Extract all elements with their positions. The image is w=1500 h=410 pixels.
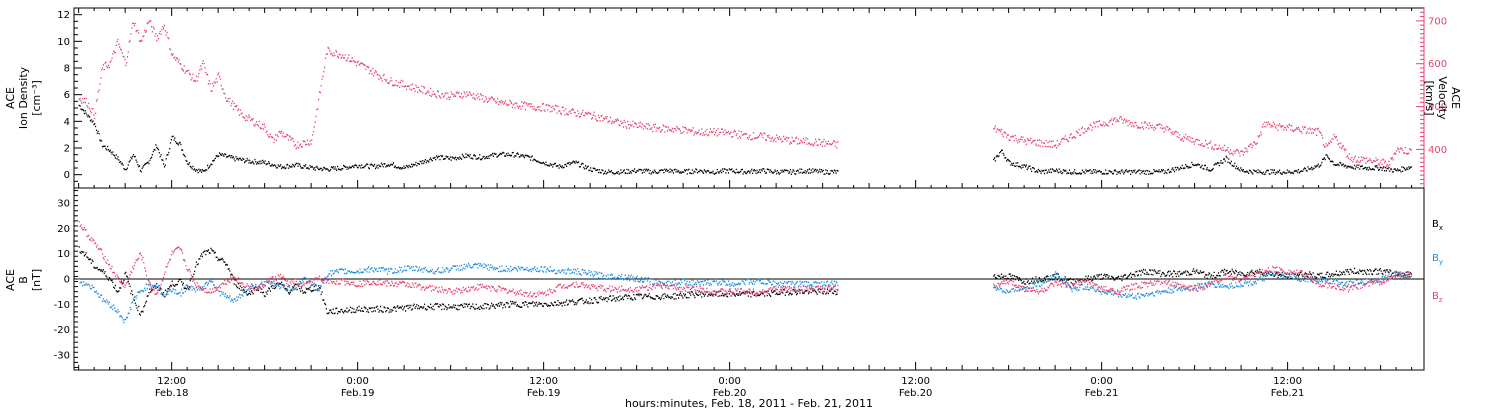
velocity-series — [78, 20, 1412, 167]
ion-density-series — [78, 104, 1412, 175]
velocity-y-tick-label: 500 — [1428, 102, 1447, 113]
legend-bz: Bz — [1432, 291, 1443, 304]
x-tick-time-label: 12:00 — [1273, 376, 1302, 387]
density-y-tick-label: 12 — [57, 10, 70, 21]
legend-by: By — [1432, 253, 1443, 266]
x-axis-title: hours:minutes, Feb. 18, 2011 - Feb. 21, … — [625, 397, 873, 410]
density-y-tick-label: 0 — [64, 170, 70, 181]
x-tick-date-label: Feb.19 — [527, 388, 561, 399]
x-tick-time-label: 12:00 — [157, 376, 186, 387]
bottom-panel: -30 -20 -10 0 10 20 30 ACE B [nT] Bx By Bz — [4, 187, 1443, 371]
b-ylabel-line2: B — [17, 276, 30, 284]
x-tick-time-label: 12:00 — [529, 376, 558, 387]
x-tick-time-label: 12:00 — [901, 376, 930, 387]
bottom-series-group — [78, 221, 1412, 324]
x-axis: 12:00Feb.180:00Feb.1912:00Feb.190:00Feb.… — [78, 8, 1413, 399]
bottom-left-y-axis: -30 -20 -10 0 10 20 30 — [54, 190, 78, 368]
x-tick-date-label: Feb.20 — [899, 388, 933, 399]
b-y-tick-label: -20 — [54, 325, 70, 336]
b-series-bz — [78, 221, 1412, 298]
top-left-y-axis: 0 2 4 6 8 10 12 — [57, 7, 82, 189]
b-y-tick-label: 0 — [64, 275, 70, 286]
b-y-tick-label: -30 — [54, 350, 70, 361]
velocity-y-tick-label: 600 — [1428, 59, 1447, 70]
b-legend: Bx By Bz — [1432, 219, 1443, 304]
x-tick-date-label: Feb.21 — [1085, 388, 1119, 399]
x-tick-date-label: Feb.18 — [155, 388, 189, 399]
density-y-tick-label: 10 — [57, 37, 70, 48]
x-tick-time-label: 0:00 — [346, 376, 368, 387]
top-panel: 0 2 4 6 8 10 12 400 500 600 700 ACE Ion Density [… — [4, 7, 1462, 189]
x-tick-time-label: 0:00 — [718, 376, 740, 387]
density-ylabel-line3: [cm⁻³] — [30, 80, 43, 116]
top-series-group — [78, 20, 1412, 175]
x-tick-time-label: 0:00 — [1090, 376, 1112, 387]
x-tick-date-label: Feb.19 — [341, 388, 375, 399]
velocity-ylabel-line2: Velocity — [1436, 76, 1449, 120]
b-y-tick-label: 30 — [57, 199, 70, 210]
density-y-tick-label: 8 — [64, 64, 70, 75]
velocity-y-tick-label: 700 — [1428, 16, 1447, 27]
density-y-tick-label: 2 — [64, 144, 70, 155]
b-ylabel-line1: ACE — [4, 269, 17, 291]
velocity-y-tick-label: 400 — [1428, 145, 1447, 156]
velocity-ylabel-line1: ACE — [1449, 87, 1462, 109]
x-tick-date-label: Feb.21 — [1271, 388, 1305, 399]
b-y-tick-label: 10 — [57, 249, 70, 260]
x-tick-date-label: Feb.20 — [713, 388, 747, 399]
legend-bx: Bx — [1432, 219, 1443, 232]
b-y-tick-label: 20 — [57, 224, 70, 235]
b-series-bx — [78, 246, 1412, 316]
density-ylabel-line2: Ion Density — [17, 66, 30, 129]
b-ylabel-line3: [nT] — [30, 269, 43, 291]
top-right-y-axis: 400 500 600 700 — [1416, 8, 1447, 188]
b-y-tick-label: -10 — [54, 300, 70, 311]
b-series-by — [78, 262, 1412, 324]
density-y-tick-label: 4 — [64, 117, 70, 128]
density-ylabel-line1: ACE — [4, 87, 17, 109]
density-y-tick-label: 6 — [64, 90, 70, 101]
velocity-ylabel-line3: [km/s] — [1423, 80, 1436, 115]
